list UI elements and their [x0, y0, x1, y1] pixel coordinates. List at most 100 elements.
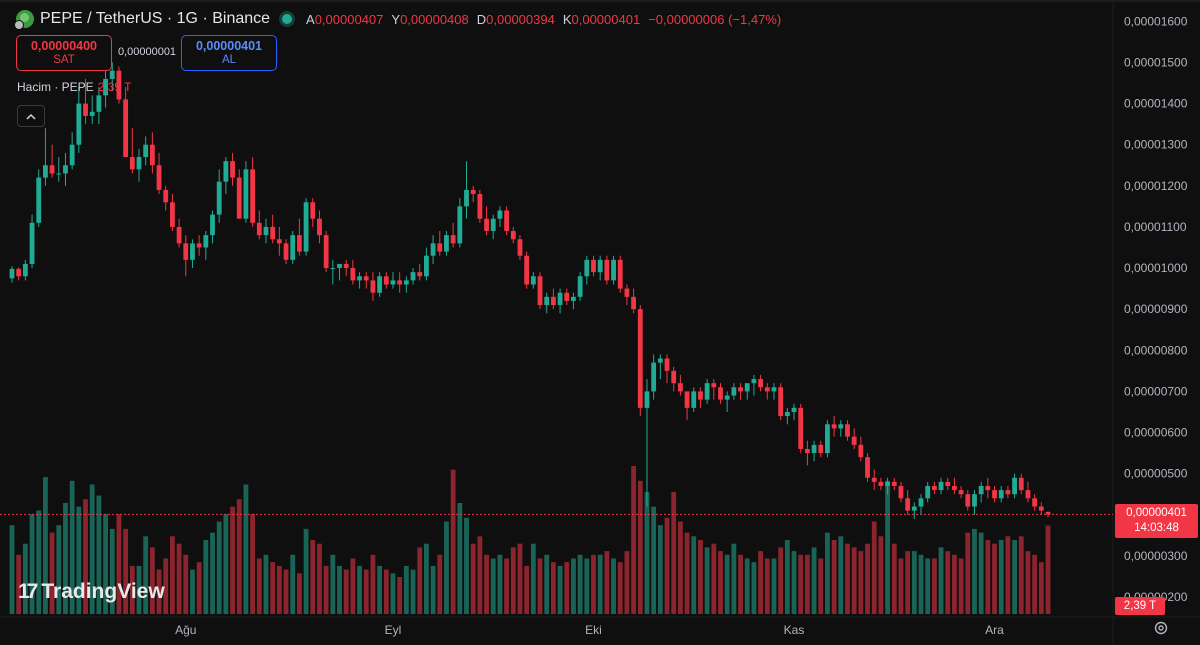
- tradingview-logo[interactable]: 17 TradingView: [18, 580, 165, 604]
- volume-bar: [490, 558, 496, 614]
- price-axis-label: 0,00001200: [1124, 179, 1188, 193]
- volume-bar: [163, 558, 169, 614]
- volume-bar: [343, 569, 349, 614]
- volume-bar: [230, 506, 235, 614]
- volume-bar: [530, 543, 536, 614]
- candle-body: [617, 259, 623, 289]
- volume-bar: [624, 551, 630, 614]
- candle-body: [624, 288, 630, 297]
- volume-bar: [477, 536, 483, 614]
- volume-bar: [417, 547, 423, 614]
- market-status-icon[interactable]: [282, 14, 293, 24]
- volume-bar: [711, 543, 717, 614]
- volume-bar: [250, 514, 256, 614]
- candle-body: [109, 70, 115, 79]
- volume-bar: [377, 565, 383, 614]
- candle-body: [403, 280, 409, 285]
- volume-legend-label: Hacim · PEPE: [17, 80, 94, 94]
- candle-body: [216, 181, 222, 215]
- candle-body: [898, 485, 904, 499]
- volume-bar: [317, 543, 322, 614]
- candle-body: [738, 387, 743, 392]
- low-label: D: [476, 11, 487, 27]
- volume-bar: [504, 558, 510, 614]
- price-axis-label: 0,00000300: [1124, 549, 1188, 563]
- time-axis-label: Eyl: [385, 623, 402, 637]
- volume-bar: [544, 554, 550, 614]
- volume-bar: [998, 540, 1004, 614]
- buy-button[interactable]: 0,00000401 AL: [181, 35, 277, 71]
- volume-tag: 2,39 T: [1115, 597, 1165, 615]
- volume-bar: [758, 551, 763, 614]
- candle-body: [818, 444, 824, 454]
- volume-bar: [677, 521, 683, 614]
- candle-body: [798, 407, 804, 449]
- candle-body: [390, 280, 396, 285]
- candle-body: [972, 494, 977, 507]
- time-axis-label: Ağu: [175, 623, 196, 637]
- collapse-legend-button[interactable]: [17, 105, 45, 127]
- volume-bar: [945, 551, 951, 614]
- volume-bar: [858, 551, 864, 614]
- candle-body: [958, 490, 964, 495]
- volume-bar: [1005, 536, 1011, 614]
- tradingview-logo-icon: 17: [18, 580, 38, 603]
- volume-bar: [256, 558, 262, 614]
- volume-bar: [804, 554, 810, 614]
- volume-bar: [550, 562, 556, 614]
- time-axis[interactable]: Ağu Eyl Eki Kas Ara: [175, 623, 1004, 637]
- candle-body: [370, 280, 376, 293]
- candle-body: [76, 103, 82, 145]
- candle-body: [149, 144, 155, 166]
- candle-body: [885, 481, 890, 486]
- volume-bar: [751, 562, 757, 614]
- gear-icon[interactable]: [1152, 620, 1170, 638]
- volume-bar: [216, 521, 222, 614]
- candle-body: [791, 407, 797, 412]
- volume-bar: [270, 562, 276, 614]
- price-axis-label: 0,00001500: [1124, 55, 1188, 69]
- candle-body: [236, 177, 242, 219]
- volume-bar: [464, 517, 469, 614]
- volume-legend[interactable]: Hacim · PEPE 2,39 T: [17, 80, 132, 94]
- volume-bar: [651, 506, 657, 614]
- close-value: 0,00000401: [571, 11, 641, 27]
- candle-body: [116, 70, 122, 100]
- candle-body: [317, 218, 322, 236]
- volume-bar: [744, 558, 750, 614]
- last-price-value: 0,00000401: [1126, 507, 1187, 519]
- candle-body: [564, 292, 570, 301]
- candle-body: [758, 379, 763, 388]
- volume-bar: [1025, 551, 1031, 614]
- volume-bar: [637, 480, 643, 614]
- candle-body: [985, 485, 991, 491]
- candle-body: [744, 383, 750, 392]
- candle-body: [771, 387, 777, 392]
- volume-bar: [170, 536, 175, 614]
- candle-body: [470, 189, 476, 195]
- symbol-legend: PEPE / TetherUS · 1G · Binance A 0,00000…: [14, 8, 781, 30]
- candle-body: [357, 276, 362, 281]
- last-price-tag: 0,00000401 14:03:48: [1115, 504, 1198, 538]
- volume-bar: [136, 565, 142, 614]
- sell-button[interactable]: 0,00000400 SAT: [16, 35, 112, 71]
- volume-bar: [778, 547, 784, 614]
- candle-body: [497, 210, 503, 219]
- volume-bar: [784, 540, 790, 614]
- volume-bar: [851, 547, 857, 614]
- symbol-title[interactable]: PEPE / TetherUS · 1G · Binance: [40, 10, 271, 27]
- volume-bar: [918, 554, 924, 614]
- candle-body: [992, 490, 997, 499]
- volume-bar: [9, 525, 15, 614]
- candle-body: [276, 239, 282, 244]
- candle-body: [577, 276, 583, 297]
- volume-bar: [43, 477, 48, 614]
- candle-body: [96, 95, 102, 112]
- volume-bar: [818, 558, 824, 614]
- volume-bar: [69, 480, 75, 614]
- price-axis-label: 0,00000700: [1124, 384, 1188, 398]
- volume-bar: [671, 491, 677, 614]
- candle-body: [83, 103, 88, 116]
- candle-body: [103, 78, 108, 96]
